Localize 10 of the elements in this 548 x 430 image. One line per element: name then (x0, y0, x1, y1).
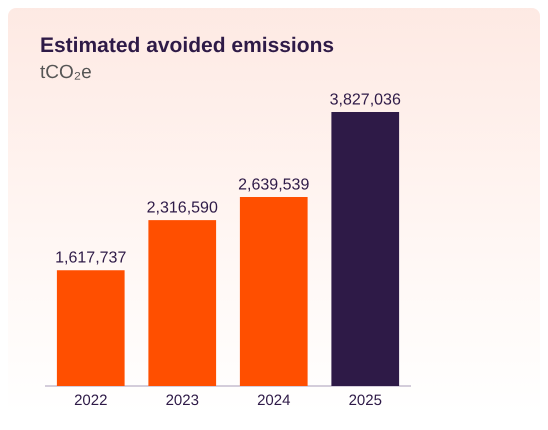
data-label: 1,617,737 (55, 250, 126, 267)
x-tick-label: 2022 (74, 392, 108, 410)
data-label: 2,316,590 (146, 200, 218, 217)
data-label: 2,639,539 (238, 176, 310, 194)
chart-subtitle: tCO₂e (40, 62, 92, 84)
chart-title: Estimated avoided emissions (40, 34, 334, 58)
x-tick-label: 2024 (257, 392, 290, 410)
x-tick-label: 2025 (348, 392, 382, 410)
x-tick-label: 2023 (166, 392, 199, 410)
data-label: 3,827,036 (330, 91, 401, 108)
